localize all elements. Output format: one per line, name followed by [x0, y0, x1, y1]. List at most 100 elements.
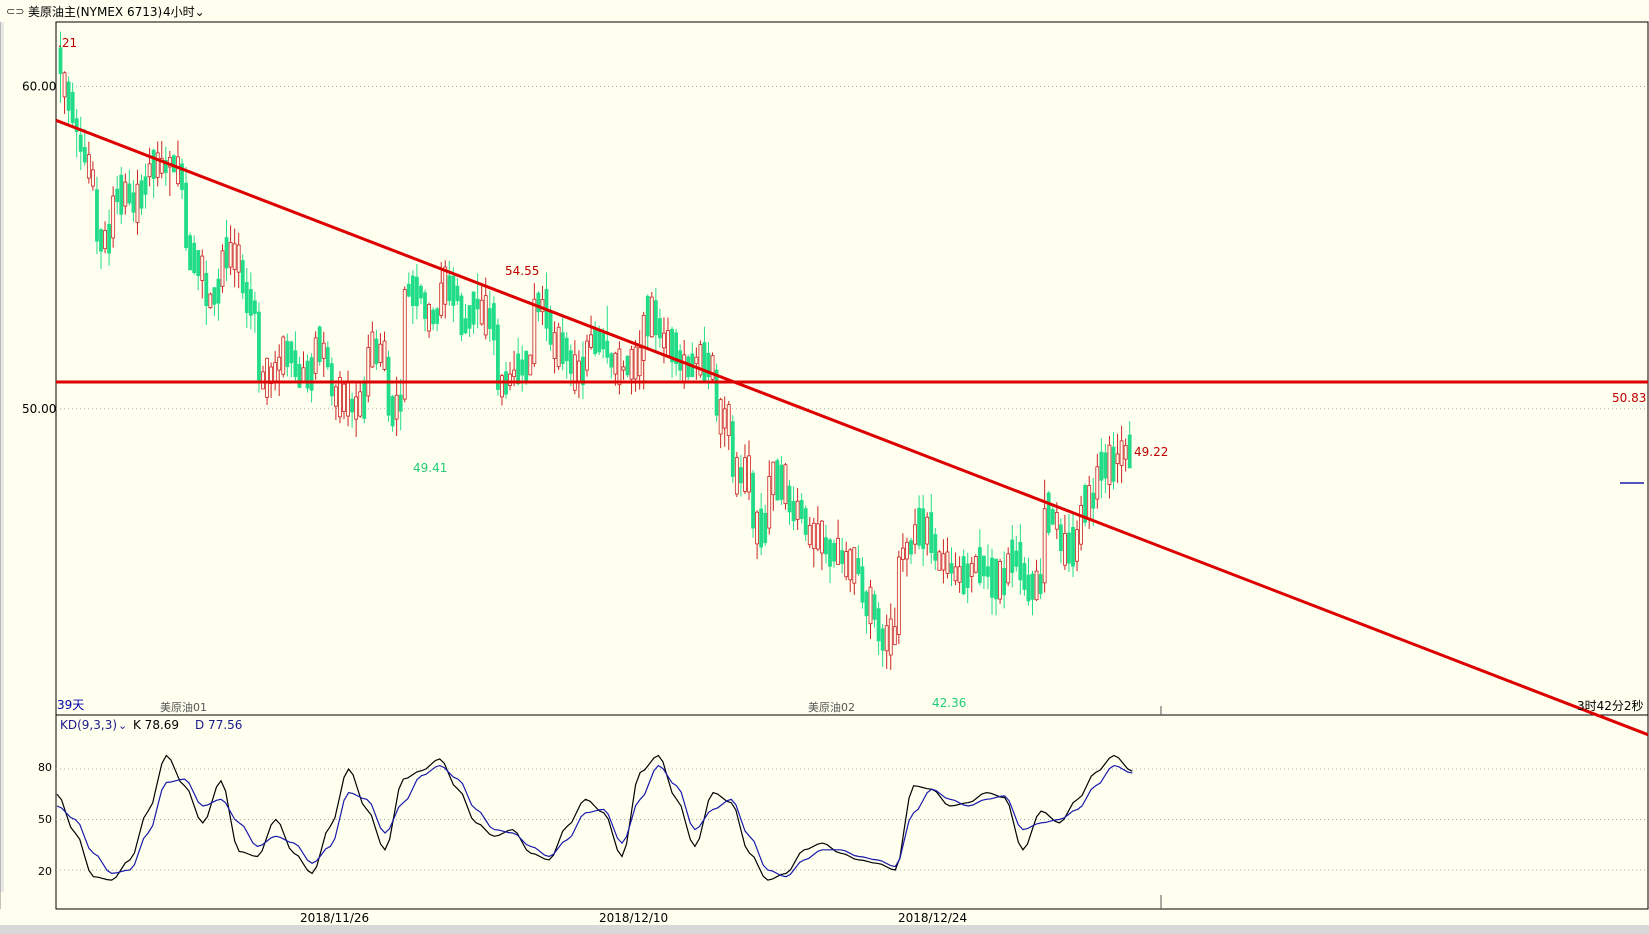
- candle-body: [99, 229, 103, 252]
- candle-body: [1054, 512, 1059, 530]
- candle-body: [410, 275, 415, 307]
- candle-body: [848, 549, 853, 581]
- candle-body: [641, 314, 646, 361]
- chevron-down-icon[interactable]: ⌄: [118, 719, 127, 732]
- candle-body: [601, 332, 606, 350]
- candle-body: [82, 147, 87, 163]
- candle-body: [609, 353, 614, 368]
- candle-body: [224, 237, 229, 269]
- candle-body: [301, 367, 306, 384]
- candle-body: [414, 276, 419, 307]
- label-hline-value: 50.83: [1612, 391, 1646, 405]
- candle-body: [670, 328, 674, 363]
- candle-body: [1046, 492, 1051, 533]
- label-days: 39天: [57, 698, 84, 712]
- candle-body: [597, 329, 602, 353]
- candle-body: [1111, 446, 1116, 482]
- candle-body: [338, 377, 342, 418]
- candle-body: [248, 289, 253, 316]
- kd-k-line: [56, 754, 1133, 881]
- candle-body: [957, 566, 962, 583]
- candle-body: [998, 561, 1002, 600]
- candle-body: [487, 308, 492, 329]
- candle-body: [382, 340, 387, 370]
- horizontal-scrollbar[interactable]: [0, 925, 1649, 934]
- candle-body: [828, 539, 832, 567]
- candle-body: [188, 235, 193, 271]
- period-selector[interactable]: 4小时⌄: [163, 3, 205, 20]
- candle-body: [929, 512, 934, 553]
- candle-body: [1119, 440, 1124, 466]
- candle-body: [1014, 550, 1019, 567]
- candle-body: [787, 485, 792, 513]
- candle-body: [151, 149, 156, 180]
- candle-body: [321, 342, 326, 359]
- candle-body: [532, 298, 537, 365]
- candle-body: [767, 476, 772, 529]
- candle-body: [941, 553, 946, 571]
- candle-body: [686, 356, 691, 378]
- candle-body: [1091, 492, 1096, 509]
- link-icon[interactable]: ⊂⊃: [6, 5, 25, 18]
- candle-body: [832, 542, 836, 562]
- candle-body: [212, 287, 217, 305]
- candle-body: [645, 295, 650, 337]
- candle-body: [265, 357, 269, 398]
- candle-body: [236, 244, 241, 273]
- candle-body: [512, 369, 516, 377]
- candle-body: [228, 242, 233, 268]
- candle-body: [208, 293, 213, 308]
- kd-panel-frame: [55, 714, 1649, 910]
- candle-body: [783, 464, 788, 505]
- candle-body: [119, 174, 124, 215]
- candle-body: [439, 282, 444, 316]
- candle-body: [431, 309, 436, 325]
- left-scroll-strip[interactable]: [0, 22, 4, 892]
- candle-body: [516, 353, 521, 385]
- candle-body: [143, 176, 148, 195]
- candle-body: [1022, 563, 1027, 590]
- candle-body: [374, 338, 379, 365]
- candle-body: [184, 182, 188, 249]
- candle-body: [799, 500, 804, 519]
- candle-body: [982, 555, 986, 577]
- symbol-title: 美原油主(NYMEX 6713): [28, 5, 163, 19]
- candle-body: [755, 511, 759, 545]
- candle-body: [329, 363, 334, 397]
- candle-body: [1042, 508, 1047, 584]
- candle-body: [888, 618, 893, 656]
- candle-body: [159, 157, 164, 174]
- kd-d-line: [56, 764, 1133, 878]
- candle-body: [520, 359, 525, 376]
- candle-body: [281, 336, 286, 375]
- candle-body: [123, 181, 128, 207]
- candle-body: [718, 399, 723, 435]
- kd-d-value: D 77.56: [195, 718, 242, 732]
- candle-body: [1095, 466, 1100, 500]
- candle-body: [358, 391, 363, 417]
- candle-body: [220, 250, 225, 287]
- candle-body: [633, 346, 638, 380]
- candle-body: [1103, 452, 1108, 479]
- label-high-49-22: 49.22: [1134, 445, 1168, 459]
- candle-body: [568, 350, 573, 374]
- candle-body: [536, 292, 541, 313]
- candle-body: [552, 332, 557, 359]
- candle-body: [617, 348, 622, 386]
- candle-body: [880, 628, 885, 651]
- candle-body: [872, 594, 877, 620]
- kd-indicator-name[interactable]: KD(9,3,3): [60, 718, 117, 732]
- candle-body: [653, 300, 658, 336]
- candle-body: [572, 354, 577, 391]
- candle-body: [232, 243, 237, 270]
- date-label-1: 2018/11/26: [300, 911, 369, 925]
- label-contract-02: 美原油02: [808, 700, 855, 714]
- candle-body: [390, 396, 395, 427]
- candle-body: [524, 350, 529, 382]
- date-label-3: 2018/12/24: [898, 911, 967, 925]
- candle-body: [419, 285, 423, 299]
- candle-body: [811, 522, 816, 549]
- candle-body: [901, 547, 905, 560]
- descending-trendline[interactable]: [55, 118, 1649, 737]
